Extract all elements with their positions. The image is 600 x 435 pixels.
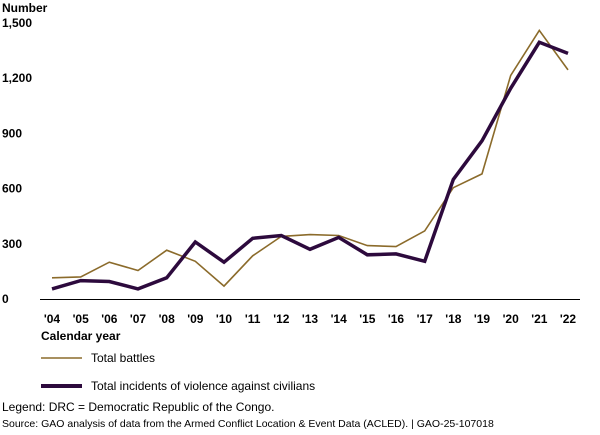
x-tick-label: '10 [216,312,233,326]
x-tick-label: '18 [445,312,462,326]
legend-label-1: Total battles [91,351,155,365]
x-tick-label: '07 [130,312,147,326]
x-tick-label: '17 [417,312,434,326]
x-tick-label: '13 [302,312,319,326]
y-tick-label: 0 [2,292,9,306]
legend-note: Legend: DRC = Democratic Republic of the… [2,400,275,414]
y-tick-label: 900 [2,126,22,140]
x-tick-label: '09 [187,312,204,326]
x-tick-label: '21 [531,312,548,326]
x-tick-label: '04 [44,312,61,326]
x-tick-label: '22 [560,312,577,326]
x-tick-label: '06 [101,312,118,326]
line-chart: Number 0 300 600 900 1,200 1,500 '04 '05 '06 '07 '0… [2,1,580,393]
x-axis-label: Calendar year [41,329,121,343]
x-tick-label: '14 [331,312,348,326]
y-tick-label: 300 [2,237,22,251]
x-tick-label: '05 [73,312,90,326]
series-line-2 [51,40,569,291]
x-tick-label: '15 [359,312,376,326]
y-axis-label: Number [2,1,48,15]
x-tick-label: '20 [503,312,520,326]
x-tick-label: '19 [474,312,491,326]
y-tick-label: 1,200 [2,71,32,85]
source-note: Source: GAO analysis of data from the Ar… [2,418,494,430]
y-tick-label: 600 [2,182,22,196]
x-tick-label: '08 [159,312,176,326]
y-tick-label: 1,500 [2,16,32,30]
x-tick-label: '11 [245,312,261,326]
legend-label-2: Total incidents of violence against civi… [91,379,315,393]
x-tick-label: '12 [273,312,290,326]
x-tick-label: '16 [388,312,405,326]
